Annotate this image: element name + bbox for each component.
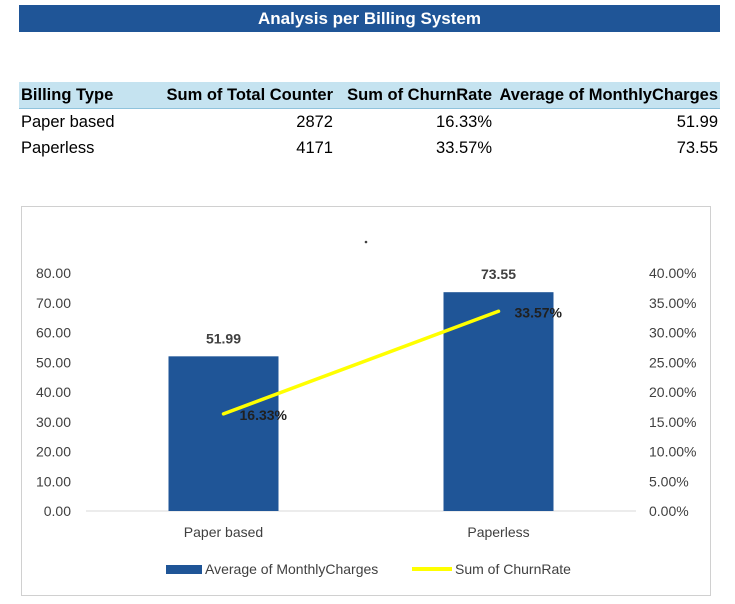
- y-left-tick-label: 40.00: [36, 384, 71, 400]
- churn-rate-point: [222, 412, 225, 416]
- legend-bar-swatch: [166, 564, 202, 574]
- legend-item-monthly-charges: Average of MonthlyCharges: [166, 561, 378, 577]
- table-row: Paper based 2872 16.33% 51.99: [19, 109, 720, 136]
- y-right-tick-label: 5.00%: [649, 473, 689, 489]
- bar-data-label: 51.99: [206, 330, 241, 346]
- cell-billing-type: Paper based: [21, 112, 115, 131]
- column-header-billing-type: Billing Type: [19, 82, 151, 109]
- cell-billing-type: Paperless: [21, 138, 95, 157]
- y-right-tick-label: 40.00%: [649, 265, 696, 281]
- chart-legend: Average of MonthlyCharges Sum of ChurnRa…: [0, 555, 735, 583]
- cell-monthly-charges: 73.55: [676, 138, 718, 157]
- stray-dot: [364, 240, 368, 244]
- churn-rate-line: [221, 309, 501, 416]
- y-right-tick-label: 15.00%: [649, 414, 696, 430]
- billing-summary-table: Billing Type Sum of Total Counter Sum of…: [19, 82, 720, 161]
- legend-item-churn-rate: Sum of ChurnRate: [412, 561, 571, 577]
- table-header-row: Billing Type Sum of Total Counter Sum of…: [19, 82, 720, 109]
- cell-monthly-charges: 51.99: [676, 112, 718, 131]
- cell-churn-rate: 33.57%: [436, 138, 492, 157]
- x-tick-label: Paperless: [467, 524, 529, 540]
- cell-total-counter: 4171: [296, 138, 333, 157]
- column-header-total-counter: Sum of Total Counter: [151, 82, 335, 109]
- y-right-tick-label: 30.00%: [649, 325, 696, 341]
- column-header-monthly-charges: Average of MonthlyCharges: [494, 82, 720, 109]
- report-title: Analysis per Billing System: [19, 5, 720, 32]
- y-left-tick-label: 10.00: [36, 473, 71, 489]
- bar-paperless: [443, 292, 554, 511]
- legend-line-swatch: [412, 567, 452, 571]
- y-left-tick-label: 30.00: [36, 414, 71, 430]
- x-tick-label: Paper based: [184, 524, 263, 540]
- y-left-tick-label: 60.00: [36, 325, 71, 341]
- y-right-tick-label: 0.00%: [649, 503, 689, 519]
- bar-data-label: 73.55: [481, 266, 516, 282]
- y-left-tick-label: 50.00: [36, 354, 71, 370]
- chart-area: [21, 206, 711, 596]
- line-data-label: 33.57%: [515, 304, 563, 320]
- bar-paper-based: [168, 356, 279, 511]
- cell-churn-rate: 16.33%: [436, 112, 492, 131]
- y-right-tick-label: 20.00%: [649, 384, 696, 400]
- cell-total-counter: 2872: [296, 112, 333, 131]
- y-left-tick-label: 70.00: [36, 295, 71, 311]
- table-row: Paperless 4171 33.57% 73.55: [19, 135, 720, 161]
- legend-label-monthly-charges: Average of MonthlyCharges: [205, 561, 379, 577]
- y-right-tick-label: 25.00%: [649, 354, 696, 370]
- y-right-tick-label: 10.00%: [649, 444, 696, 460]
- y-left-tick-label: 80.00: [36, 265, 71, 281]
- line-data-label: 16.33%: [240, 407, 288, 423]
- churn-rate-point: [497, 309, 500, 313]
- y-left-tick-label: 20.00: [36, 444, 71, 460]
- legend-label-churn-rate: Sum of ChurnRate: [455, 561, 571, 577]
- y-left-tick-label: 0.00: [44, 503, 71, 519]
- column-header-churn-rate: Sum of ChurnRate: [335, 82, 494, 109]
- y-right-tick-label: 35.00%: [649, 295, 696, 311]
